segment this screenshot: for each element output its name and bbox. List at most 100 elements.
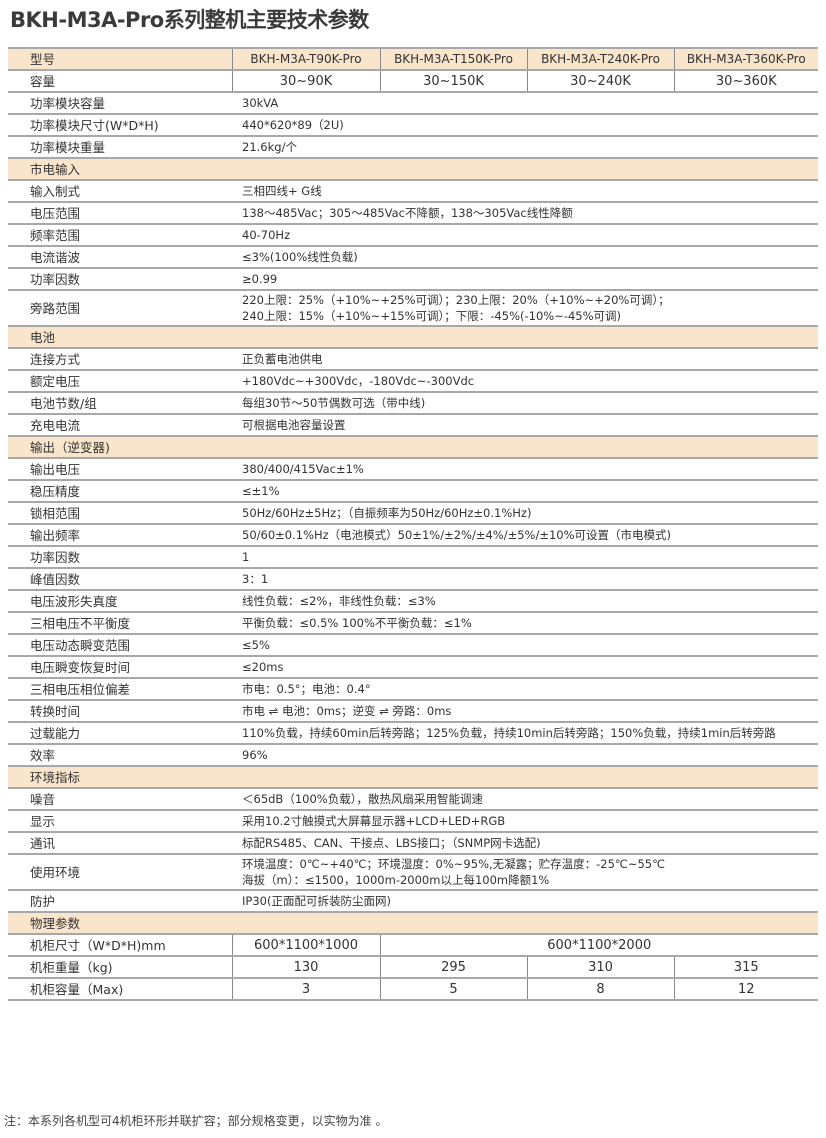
value-line: 440*620*89（2U) <box>242 117 344 132</box>
row-label: 功率模块尺寸(W*D*H) <box>8 113 232 137</box>
cabinet-capacity-value: 5 <box>379 977 527 1001</box>
cabinet-weight-value: 315 <box>673 955 818 979</box>
cabinet-capacity-value: 3 <box>231 977 380 1001</box>
footnote: 注：本系列各机型可4机柜环形并联扩容；部分规格变更，以实物为准 。 <box>4 1114 388 1128</box>
value-line: ≤3%(100%线性负载) <box>242 249 358 264</box>
section-title: 输出（逆变器) <box>8 435 818 459</box>
row-value: ≤20ms <box>232 655 818 679</box>
spec-row: 电流谐波 ≤3%(100%线性负载) <box>8 245 818 269</box>
row-value: 平衡负载：≤0.5% 100%不平衡负载：≤1% <box>232 611 818 635</box>
row-label: 稳压精度 <box>8 479 232 503</box>
value-line: 每组30节～50节偶数可选（带中线) <box>242 395 426 410</box>
row-label: 频率范围 <box>8 223 232 247</box>
spec-row: 额定电压 +180Vdc~+300Vdc，-180Vdc~-300Vdc <box>8 369 818 393</box>
value-line: 采用10.2寸触摸式大屏幕显示器+LCD+LED+RGB <box>242 813 506 828</box>
row-label: 额定电压 <box>8 369 232 393</box>
row-label: 防护 <box>8 889 232 913</box>
spec-row: 输出电压 380/400/415Vac±1% <box>8 457 818 481</box>
cabinet-weight-value: 310 <box>526 955 674 979</box>
row-label: 显示 <box>8 809 232 833</box>
spec-row: 输出频率 50/60±0.1%Hz（电池模式）50±1%/±2%/±4%/±5%/… <box>8 523 818 547</box>
row-label: 噪音 <box>8 787 232 811</box>
spec-row: 连接方式 正负蓄电池供电 <box>8 347 818 371</box>
spec-table: 型号 BKH-M3A-T90K-Pro BKH-M3A-T150K-Pro BKH-M… <box>8 47 818 1001</box>
value-line: 三相四线+ G线 <box>242 183 322 198</box>
value-line: 市电：0.5°；电池：0.4° <box>242 681 371 696</box>
row-value: 220上限：25%（+10%~+25%可调）；230上限：20%（+10%~+2… <box>232 289 818 327</box>
value-line: 50Hz/60Hz±5Hz；（自振频率为50Hz/60Hz±0.1%Hz) <box>242 505 532 520</box>
row-value: 1 <box>232 545 818 569</box>
row-value: ≤±1% <box>232 479 818 503</box>
capacity-value: 30~90K <box>231 69 380 93</box>
row-label: 电压波形失真度 <box>8 589 232 613</box>
cabinet-size-value: 600*1100*1000 <box>231 933 380 957</box>
spec-row: 三相电压相位偏差 市电：0.5°；电池：0.4° <box>8 677 818 701</box>
spec-row: 电压瞬变恢复时间 ≤20ms <box>8 655 818 679</box>
section-header: 环境指标 <box>8 765 818 789</box>
value-line: 3：1 <box>242 571 269 586</box>
value-line: ≤20ms <box>242 659 284 674</box>
cabinet-weight-value: 130 <box>231 955 380 979</box>
model-name: BKH-M3A-T150K-Pro <box>379 47 527 71</box>
page-title: BKH-M3A-Pro系列整机主要技术参数 <box>10 8 369 32</box>
row-label: 电压动态瞬变范围 <box>8 633 232 657</box>
spec-row: 旁路范围 220上限：25%（+10%~+25%可调）；230上限：20%（+10… <box>8 289 818 327</box>
value-line: 240上限：15%（+10%~+15%可调）；下限：-45%(-10%~-45%… <box>242 309 622 323</box>
section-header: 物理参数 <box>8 911 818 935</box>
row-label: 输出电压 <box>8 457 232 481</box>
spec-row: 电压范围 138～485Vac；305～485Vac不降额，138～305Vac线… <box>8 201 818 225</box>
spec-row: 通讯 标配RS485、CAN、干接点、LBS接口；（SNMP网卡选配) <box>8 831 818 855</box>
value-line: ≤±1% <box>242 483 280 498</box>
row-label: 通讯 <box>8 831 232 855</box>
row-value: 30kVA <box>232 91 818 115</box>
value-line: ≤5% <box>242 637 270 652</box>
row-value: 可根据电池容量设置 <box>232 413 818 437</box>
spec-row: 电池节数/组 每组30节～50节偶数可选（带中线) <box>8 391 818 415</box>
value-line: ≥0.99 <box>242 271 278 286</box>
model-name: BKH-M3A-T90K-Pro <box>231 47 380 71</box>
row-label: 转换时间 <box>8 699 232 723</box>
value-line: 平衡负载：≤0.5% 100%不平衡负载：≤1% <box>242 615 472 630</box>
row-value: 110%负载，持续60min后转旁路；125%负载，持续10min后转旁路；15… <box>232 721 818 745</box>
row-value: 50Hz/60Hz±5Hz；（自振频率为50Hz/60Hz±0.1%Hz) <box>232 501 818 525</box>
value-line: 96% <box>242 747 268 762</box>
value-line: 可根据电池容量设置 <box>242 417 346 432</box>
spec-row: 电压波形失真度 线性负载：≤2%，非线性负载：≤3% <box>8 589 818 613</box>
value-line: 21.6kg/个 <box>242 139 297 154</box>
row-value: 440*620*89（2U) <box>232 113 818 137</box>
row-label: 机柜容量（Max) <box>8 977 232 1001</box>
value-line: 110%负载，持续60min后转旁路；125%负载，持续10min后转旁路；15… <box>242 725 776 740</box>
row-value: 线性负载：≤2%，非线性负载：≤3% <box>232 589 818 613</box>
row-value: 市电 ⇌ 电池：0ms；逆变 ⇌ 旁路：0ms <box>232 699 818 723</box>
row-value: 3：1 <box>232 567 818 591</box>
row-label: 电池节数/组 <box>8 391 232 415</box>
spec-row: 效率 96% <box>8 743 818 767</box>
capacity-value: 30~150K <box>379 69 527 93</box>
row-value: 正负蓄电池供电 <box>232 347 818 371</box>
spec-row: 稳压精度 ≤±1% <box>8 479 818 503</box>
spec-row: 电压动态瞬变范围 ≤5% <box>8 633 818 657</box>
spec-row: 转换时间 市电 ⇌ 电池：0ms；逆变 ⇌ 旁路：0ms <box>8 699 818 723</box>
value-line: 正负蓄电池供电 <box>242 351 323 366</box>
row-label: 容量 <box>8 69 232 93</box>
spec-row: 充电电流 可根据电池容量设置 <box>8 413 818 437</box>
capacity-row: 容量 30~90K 30~150K 30~240K 30~360K <box>8 69 818 93</box>
value-line: 50/60±0.1%Hz（电池模式）50±1%/±2%/±4%/±5%/±10%… <box>242 527 672 542</box>
spec-row: 过载能力 110%负载，持续60min后转旁路；125%负载，持续10min后转旁… <box>8 721 818 745</box>
row-label: 输出频率 <box>8 523 232 547</box>
row-value: IP30(正面配可拆装防尘面网) <box>232 889 818 913</box>
value-line: 40-70Hz <box>242 227 291 242</box>
spec-row: 功率模块容量 30kVA <box>8 91 818 115</box>
cabinet-capacity-row: 机柜容量（Max) 3 5 8 12 <box>8 977 818 1001</box>
row-label: 型号 <box>8 47 232 71</box>
value-line: 海拔（m）：≤1500，1000m-2000m以上每100m降额1% <box>242 873 550 887</box>
row-label: 旁路范围 <box>8 289 232 327</box>
model-name: BKH-M3A-T360K-Pro <box>673 47 818 71</box>
row-value: 50/60±0.1%Hz（电池模式）50±1%/±2%/±4%/±5%/±10%… <box>232 523 818 547</box>
section-title: 环境指标 <box>8 765 818 789</box>
row-value: 每组30节～50节偶数可选（带中线) <box>232 391 818 415</box>
model-name: BKH-M3A-T240K-Pro <box>526 47 674 71</box>
row-label: 电压瞬变恢复时间 <box>8 655 232 679</box>
capacity-value: 30~240K <box>526 69 674 93</box>
row-label: 机柜重量（kg) <box>8 955 232 979</box>
